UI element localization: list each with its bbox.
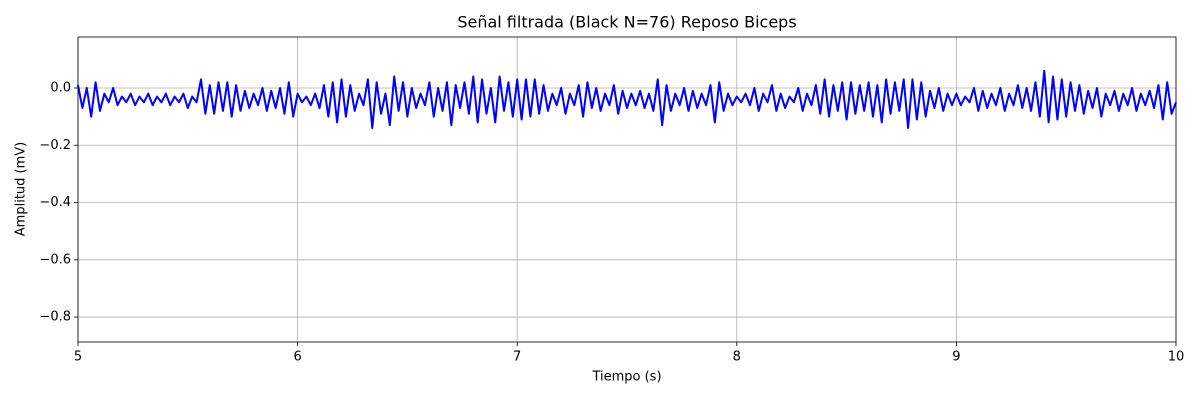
y-tick-label: −0.6 — [39, 252, 71, 267]
x-tick-label: 5 — [74, 350, 82, 365]
y-tick-label: −0.2 — [39, 138, 71, 153]
plot-area — [77, 69, 1177, 130]
x-tick-label: 10 — [1168, 350, 1185, 365]
x-tick-label: 7 — [513, 350, 521, 365]
x-tick-label: 8 — [733, 350, 741, 365]
y-tick-label: −0.4 — [39, 195, 71, 210]
y-axis-label: Amplitud (mV) — [14, 142, 29, 236]
y-tick-label: −0.8 — [39, 310, 71, 325]
signal-line — [77, 69, 1177, 130]
axes-frame — [77, 36, 1177, 343]
chart-title: Señal filtrada (Black N=76) Reposo Bicep… — [457, 13, 796, 32]
y-tick-label: 0.0 — [50, 80, 71, 95]
x-tick-label: 6 — [293, 350, 301, 365]
x-tick-label: 9 — [952, 350, 960, 365]
x-axis-label: Tiempo (s) — [591, 370, 661, 385]
